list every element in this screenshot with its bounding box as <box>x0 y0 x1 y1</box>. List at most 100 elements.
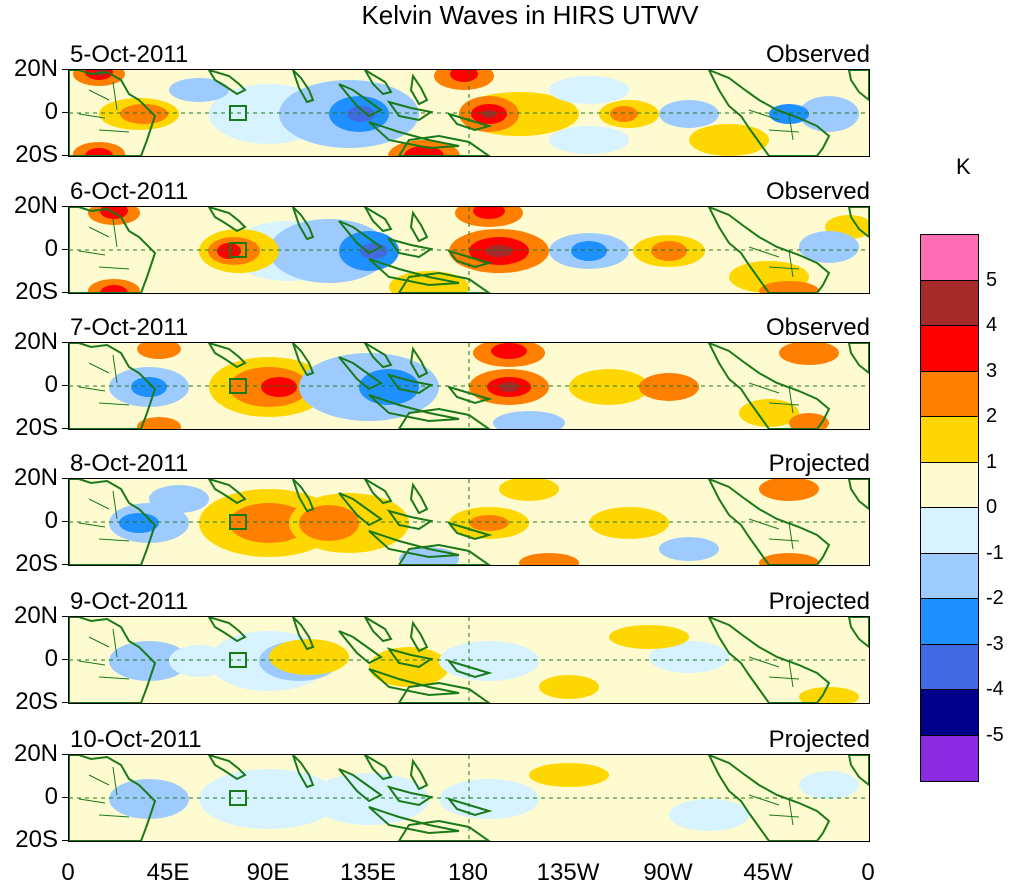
panel-status: Observed <box>765 314 870 341</box>
map-panel: 5-Oct-2011 Observed 20N 0 20S <box>14 42 870 167</box>
coastline <box>397 543 491 565</box>
chart-title: Kelvin Waves in HIRS UTWV <box>361 0 699 30</box>
coastline <box>368 121 460 150</box>
anomaly-contour <box>799 96 859 132</box>
anomaly-contour <box>549 76 629 104</box>
anomaly-contour <box>799 771 859 799</box>
coastline <box>397 681 491 703</box>
coastline <box>69 343 157 429</box>
coastline <box>847 70 869 102</box>
map-area <box>68 478 870 566</box>
anomaly-contour <box>491 343 527 359</box>
anomaly-contour <box>519 553 579 565</box>
anomaly-contour <box>439 779 539 819</box>
legend-swatch <box>921 553 978 599</box>
anomaly-contour <box>639 373 699 401</box>
x-tick-label: 135E <box>339 859 397 886</box>
anomaly-contour <box>689 124 769 156</box>
legend-unit: K <box>956 154 971 179</box>
anomaly-contour <box>137 343 181 359</box>
coastline <box>338 356 383 391</box>
legend-swatch <box>921 735 978 781</box>
coastline <box>446 249 493 269</box>
lat-tick <box>62 478 68 479</box>
anomaly-contour <box>499 479 559 501</box>
anomaly-field <box>69 479 869 565</box>
anomaly-contour <box>369 647 449 687</box>
coastline <box>292 617 315 651</box>
lat-tick <box>62 342 68 343</box>
map-area <box>68 342 870 430</box>
lat-tick <box>62 385 68 386</box>
anomaly-contour <box>309 773 429 825</box>
coastline <box>69 755 157 841</box>
x-tick-label: 135W <box>536 859 600 886</box>
lat-tick <box>62 616 68 617</box>
panel-status: Observed <box>765 178 870 205</box>
lat-tick <box>62 155 68 156</box>
coastline <box>69 207 157 293</box>
border-line <box>78 766 130 818</box>
lat-label: 0 <box>44 645 58 672</box>
anomaly-contour <box>100 285 128 293</box>
coastline <box>847 479 869 511</box>
legend-swatch <box>921 326 978 372</box>
lat-tick <box>62 702 68 703</box>
coastline <box>446 521 493 541</box>
coastline <box>397 819 491 841</box>
coastline <box>363 479 393 505</box>
legend-swatch <box>921 417 978 463</box>
lat-tick <box>62 249 68 250</box>
anomaly-contour <box>149 485 209 513</box>
map-panel: 6-Oct-2011 Observed 20N 0 20S <box>14 179 870 304</box>
lat-label: 20N <box>13 740 58 767</box>
anomaly-contour <box>137 417 181 429</box>
lat-label: 20N <box>13 464 58 491</box>
coastline <box>292 343 315 377</box>
coastline <box>292 479 315 513</box>
coastline <box>446 112 493 132</box>
coastline <box>363 70 393 96</box>
coastline <box>363 617 393 643</box>
coastline <box>386 237 434 259</box>
region-box <box>229 105 247 121</box>
lat-label: 0 <box>44 98 58 125</box>
border-line <box>748 246 800 278</box>
anomaly-contour <box>485 245 513 257</box>
map-panel: 8-Oct-2011 Projected 20N 0 20S <box>14 451 870 576</box>
coastline <box>446 385 493 405</box>
lat-label: 20S <box>15 141 58 168</box>
coastline <box>397 407 491 429</box>
coastline <box>292 207 315 241</box>
border-line <box>748 656 800 688</box>
x-tick-label: 45E <box>146 859 190 886</box>
coastline <box>338 220 383 255</box>
coastline <box>386 785 434 807</box>
legend-label: 4 <box>986 314 998 336</box>
coastline <box>847 207 869 239</box>
lat-tick <box>62 428 68 429</box>
coastline <box>338 83 383 118</box>
coastline <box>847 343 869 375</box>
lat-label: 20S <box>15 826 58 853</box>
x-axis: 0 45E 90E 135E 180 135W 90W 45W 0 <box>61 858 874 888</box>
anomaly-contour <box>261 377 297 397</box>
anomaly-contour <box>469 515 509 531</box>
border-line <box>748 382 800 414</box>
anomaly-contour <box>610 106 638 122</box>
border-line <box>78 81 130 133</box>
x-tick-label: 90E <box>246 859 290 886</box>
panel-date: 6-Oct-2011 <box>70 178 189 205</box>
lat-label: 20S <box>15 688 58 715</box>
anomaly-contour <box>450 70 478 82</box>
legend-label: -1 <box>986 541 1004 564</box>
x-tick-label: 45W <box>743 859 793 886</box>
anomaly-contour <box>347 106 375 122</box>
map-panel: 10-Oct-2011 Projected 20N 0 20S <box>14 727 870 852</box>
map-panel: 7-Oct-2011 Observed 20N 0 20S <box>14 315 870 440</box>
legend-swatch <box>921 462 978 508</box>
anomaly-contour <box>779 343 839 365</box>
lat-label: 0 <box>44 507 58 534</box>
lat-label: 0 <box>44 783 58 810</box>
border-line <box>78 628 130 680</box>
